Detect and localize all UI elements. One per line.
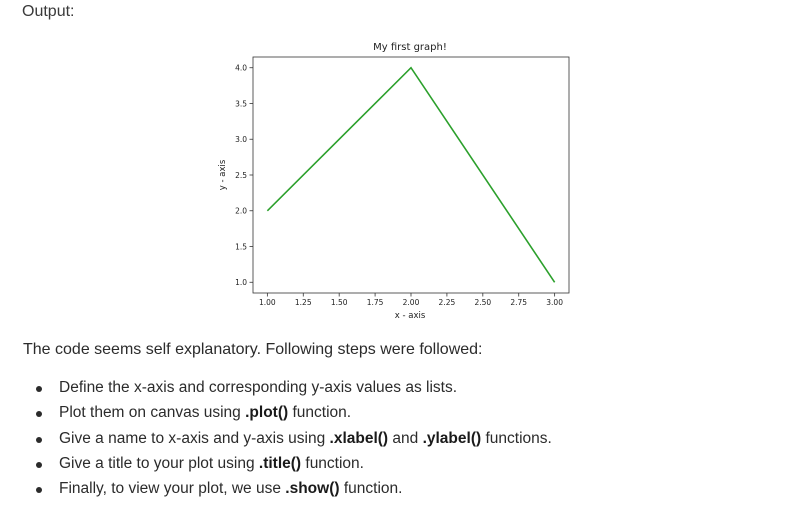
- x-tick-label: 2.75: [510, 298, 527, 307]
- x-tick-label: 1.75: [367, 298, 384, 307]
- step-text: functions.: [481, 429, 552, 447]
- code-ylabel: .ylabel(): [422, 429, 482, 447]
- y-axis-ticks: 1.0 1.5 2.0 2.5 3.0 3.5 4.0: [235, 64, 253, 287]
- y-tick-label: 3.0: [235, 135, 247, 144]
- code-title: .title(): [258, 454, 302, 472]
- y-tick-label: 4.0: [235, 64, 247, 73]
- chart-title: My first graph!: [373, 42, 447, 53]
- x-tick-label: 2.25: [439, 298, 456, 307]
- step-text: function.: [288, 404, 352, 422]
- bullet-icon: [36, 411, 42, 418]
- x-axis-ticks: 1.00 1.25 1.50 1.75 2.00 2.25 2.50 2.75 3.00: [259, 293, 563, 307]
- code-plot: .plot(): [245, 404, 289, 422]
- bullet-icon: [36, 436, 42, 443]
- output-label: Output:: [22, 3, 75, 20]
- series-layer: [266, 66, 556, 283]
- plot-area-frame: [252, 56, 570, 294]
- y-tick-label: 2.5: [235, 171, 247, 180]
- y-tick-label: 1.0: [235, 278, 247, 287]
- list-item: Give a name to x-axis and y-axis using .…: [25, 426, 552, 451]
- step-text: Finally, to view your plot, we use: [59, 480, 286, 498]
- x-axis-label: x - axis: [395, 311, 426, 321]
- y-tick-label: 1.5: [235, 242, 247, 251]
- code-show: .show(): [285, 480, 340, 498]
- x-tick-label: 1.25: [295, 298, 312, 307]
- x-tick-label: 1.50: [331, 298, 348, 307]
- line-chart: My first graph! 1.0 1.5 2.0 2.5 3.0 3.5 4.0 1.…: [218, 42, 570, 321]
- x-tick-label: 3.00: [546, 298, 563, 307]
- y-tick-label: 2.0: [235, 207, 247, 216]
- steps-list: Define the x-axis and corresponding y-ax…: [25, 375, 552, 501]
- list-item: Plot them on canvas using .plot() functi…: [25, 400, 552, 425]
- bullet-icon: [36, 487, 42, 494]
- x-tick-label: 1.00: [259, 298, 276, 307]
- step-text: Define the x-axis and corresponding y-ax…: [59, 379, 458, 396]
- step-text: Give a title to your plot using: [59, 454, 259, 472]
- bullet-icon: [36, 461, 42, 468]
- x-tick-label: 2.00: [403, 298, 420, 307]
- step-text: and: [388, 429, 423, 447]
- list-item: Give a title to your plot using .title()…: [25, 451, 552, 476]
- list-item: Define the x-axis and corresponding y-ax…: [25, 375, 552, 400]
- intro-text: The code seems self explanatory. Followi…: [23, 341, 483, 358]
- step-text: function.: [339, 480, 403, 498]
- y-tick-label: 3.5: [235, 99, 247, 108]
- y-axis-label: y - axis: [218, 159, 228, 190]
- series-line-0: [266, 66, 556, 283]
- code-xlabel: .xlabel(): [329, 429, 389, 447]
- step-text: Plot them on canvas using: [59, 404, 246, 422]
- bullet-icon: [36, 386, 42, 392]
- x-tick-label: 2.50: [474, 298, 491, 307]
- step-text: function.: [301, 454, 364, 472]
- list-item: Finally, to view your plot, we use .show…: [25, 476, 552, 501]
- step-text: Give a name to x-axis and y-axis using: [59, 429, 330, 447]
